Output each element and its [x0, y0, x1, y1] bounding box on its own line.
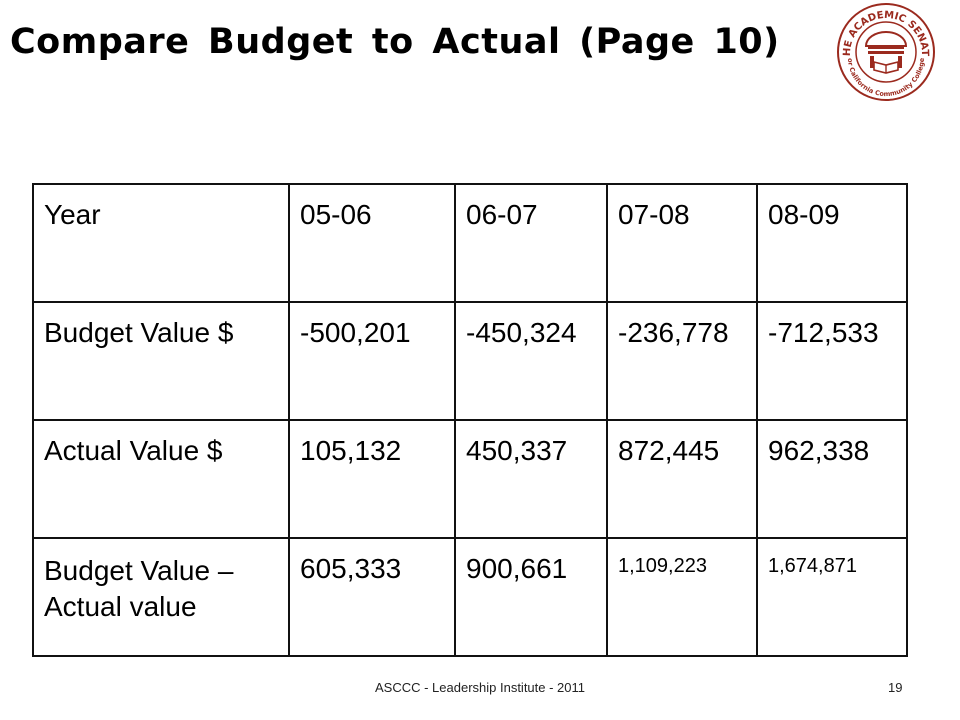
table-cell: 07-08 [606, 183, 758, 303]
row-label: Budget Value $ [32, 301, 290, 421]
table-cell: -236,778 [606, 301, 758, 421]
table-cell: 06-07 [454, 183, 608, 303]
table-cell: 962,338 [756, 419, 908, 539]
row-label: Budget Value – Actual value [32, 537, 290, 657]
table-cell: 1,674,871 [756, 537, 908, 657]
row-label: Year [32, 183, 290, 303]
academic-senate-seal-icon: THE ACADEMIC SENATE For California Commu… [836, 2, 935, 101]
table-cell: 05-06 [288, 183, 456, 303]
table-cell: -500,201 [288, 301, 456, 421]
table-cell: 450,337 [454, 419, 608, 539]
table-cell: -450,324 [454, 301, 608, 421]
table-cell: 105,132 [288, 419, 456, 539]
table-cell: 872,445 [606, 419, 758, 539]
page-number: 19 [888, 680, 903, 695]
table-cell: 08-09 [756, 183, 908, 303]
table-row: Budget Value $ -500,201 -450,324 -236,77… [32, 301, 908, 421]
table-cell: 1,109,223 [606, 537, 758, 657]
table-row: Year 05-06 06-07 07-08 08-09 [32, 183, 908, 303]
slide-title: Compare Budget to Actual (Page 10) [10, 22, 780, 62]
table-row: Actual Value $ 105,132 450,337 872,445 9… [32, 419, 908, 539]
slide-footer: ASCCC - Leadership Institute - 2011 [374, 680, 586, 695]
table-cell: 605,333 [288, 537, 456, 657]
table-cell: -712,533 [756, 301, 908, 421]
table-cell: 900,661 [454, 537, 608, 657]
budget-comparison-table: Year 05-06 06-07 07-08 08-09 Budget Valu… [32, 183, 908, 657]
table-row: Budget Value – Actual value 605,333 900,… [32, 537, 908, 657]
row-label: Actual Value $ [32, 419, 290, 539]
